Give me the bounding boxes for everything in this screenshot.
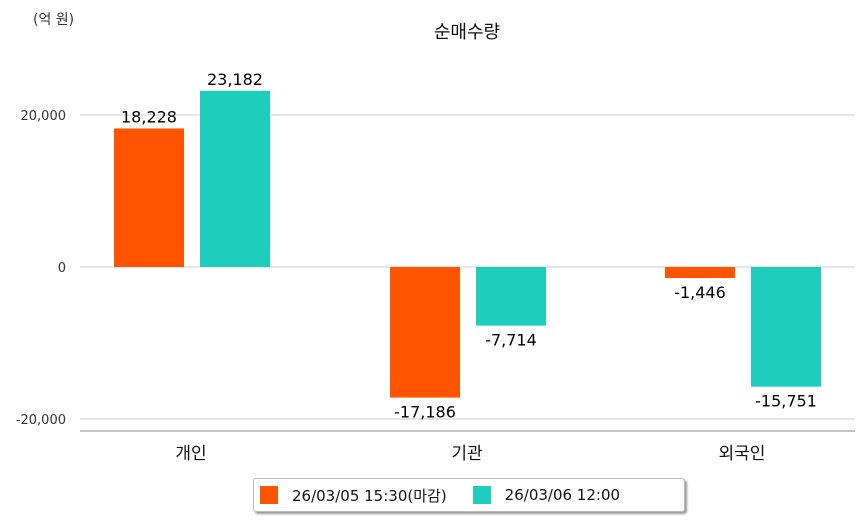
x-tick-label: 외국인 xyxy=(719,444,766,464)
y-axis-unit: (억 원) xyxy=(33,12,74,28)
legend-swatch xyxy=(260,486,278,504)
legend-label: 26/03/06 12:00 xyxy=(504,486,621,504)
data-label: -15,751 xyxy=(755,392,817,411)
data-label: -17,186 xyxy=(394,403,456,422)
legend: 26/03/05 15:30(마감) 26/03/06 12:00 xyxy=(253,478,685,512)
x-tick-label: 개인 xyxy=(175,444,206,464)
y-tick-label: 20,000 xyxy=(21,109,67,124)
bar xyxy=(114,128,184,267)
legend-swatch xyxy=(472,486,491,504)
data-label: 18,228 xyxy=(121,107,177,126)
bar xyxy=(665,267,735,278)
legend-item[interactable]: 26/03/06 12:00 xyxy=(467,486,620,504)
x-tick-label: 기관 xyxy=(451,444,482,464)
bar xyxy=(200,90,270,267)
bar xyxy=(390,267,460,398)
y-tick-label: -20,000 xyxy=(16,413,66,428)
bar xyxy=(476,267,546,326)
bar xyxy=(751,267,821,387)
legend-item[interactable]: 26/03/05 15:30(마감) xyxy=(254,485,447,506)
legend-label: 26/03/05 15:30(마감) xyxy=(292,486,447,505)
data-label: 23,182 xyxy=(207,70,263,89)
y-tick-label: 0 xyxy=(58,261,66,276)
chart-title: 순매수량 xyxy=(434,22,500,43)
data-label: -7,714 xyxy=(485,331,537,350)
data-label: -1,446 xyxy=(674,283,726,302)
